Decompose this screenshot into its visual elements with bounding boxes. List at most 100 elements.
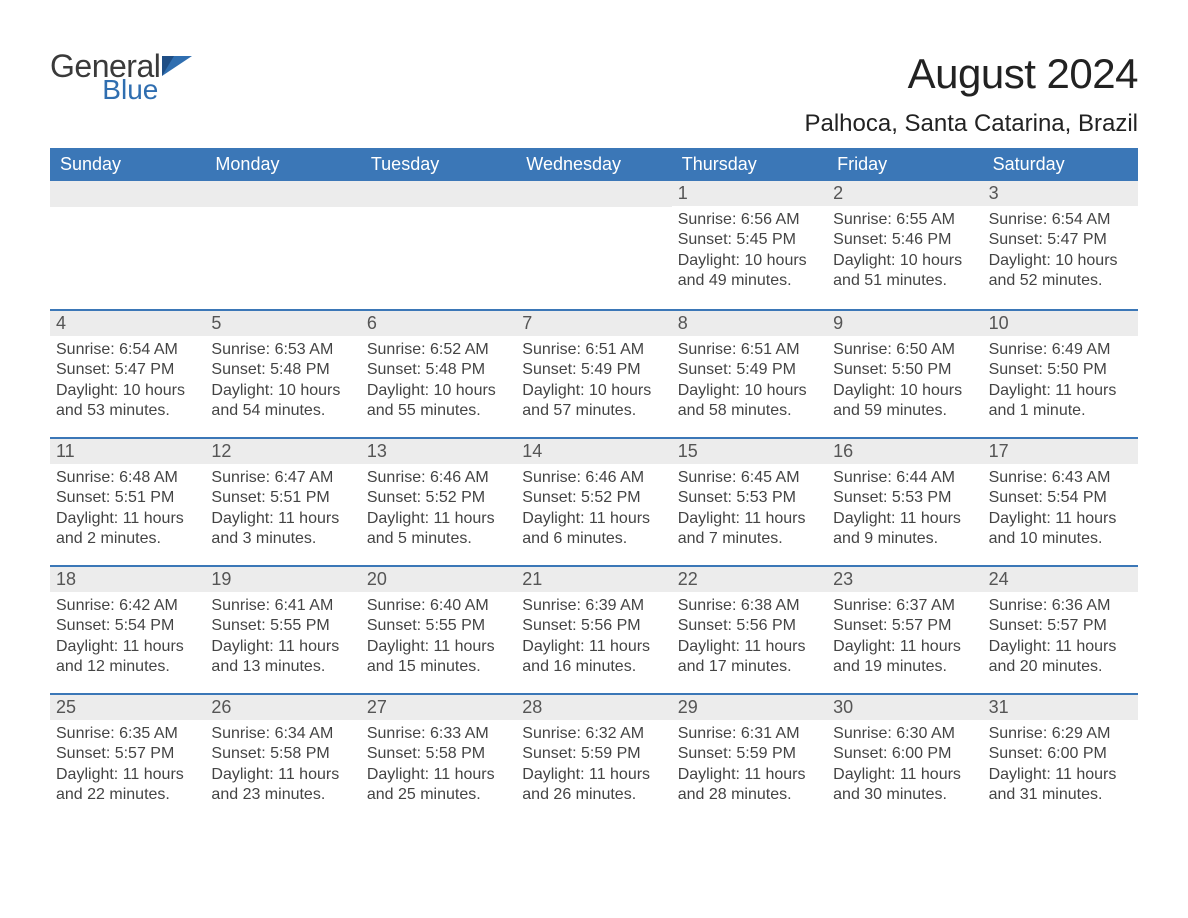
- daylight-text: Daylight: 11 hours and 5 minutes.: [367, 509, 510, 550]
- month-title: August 2024: [804, 50, 1138, 98]
- week-row: 18Sunrise: 6:42 AMSunset: 5:54 PMDayligh…: [50, 565, 1138, 693]
- sunrise-text: Sunrise: 6:49 AM: [989, 340, 1132, 360]
- sunrise-text: Sunrise: 6:52 AM: [367, 340, 510, 360]
- day-body: Sunrise: 6:50 AMSunset: 5:50 PMDaylight:…: [833, 340, 976, 422]
- sunrise-text: Sunrise: 6:39 AM: [522, 596, 665, 616]
- day-cell: 17 Sunrise: 6:43 AMSunset: 5:54 PMDayligh…: [983, 439, 1138, 565]
- daylight-text: Daylight: 11 hours and 10 minutes.: [989, 509, 1132, 550]
- day-number: 5: [205, 311, 360, 336]
- day-number: 31: [983, 695, 1138, 720]
- day-number: 27: [361, 695, 516, 720]
- weeks-container: 1Sunrise: 6:56 AMSunset: 5:45 PMDaylight…: [50, 181, 1138, 821]
- sunrise-text: Sunrise: 6:38 AM: [678, 596, 821, 616]
- daylight-text: Daylight: 11 hours and 3 minutes.: [211, 509, 354, 550]
- sunset-text: Sunset: 5:59 PM: [522, 744, 665, 764]
- day-cell: 13Sunrise: 6:46 AMSunset: 5:52 PMDayligh…: [361, 439, 516, 565]
- day-cell: 11Sunrise: 6:48 AMSunset: 5:51 PMDayligh…: [50, 439, 205, 565]
- daylight-text: Daylight: 10 hours and 52 minutes.: [989, 251, 1132, 292]
- day-cell: 9 Sunrise: 6:50 AMSunset: 5:50 PMDaylight…: [827, 311, 982, 437]
- day-number: 8: [672, 311, 827, 336]
- day-body: Sunrise: 6:52 AMSunset: 5:48 PMDaylight:…: [367, 340, 510, 422]
- sunrise-text: Sunrise: 6:41 AM: [211, 596, 354, 616]
- sunset-text: Sunset: 5:52 PM: [367, 488, 510, 508]
- day-cell: 6Sunrise: 6:52 AMSunset: 5:48 PMDaylight…: [361, 311, 516, 437]
- week-row: 11Sunrise: 6:48 AMSunset: 5:51 PMDayligh…: [50, 437, 1138, 565]
- day-cell: 24 Sunrise: 6:36 AMSunset: 5:57 PMDayligh…: [983, 567, 1138, 693]
- day-number: 15: [672, 439, 827, 464]
- header: General Blue August 2024 Palhoca, Santa …: [50, 50, 1138, 138]
- day-body: Sunrise: 6:33 AMSunset: 5:58 PMDaylight:…: [367, 724, 510, 806]
- daylight-text: Daylight: 11 hours and 25 minutes.: [367, 765, 510, 806]
- daylight-text: Daylight: 11 hours and 26 minutes.: [522, 765, 665, 806]
- day-number: 17: [983, 439, 1138, 464]
- sunrise-text: Sunrise: 6:34 AM: [211, 724, 354, 744]
- day-body: Sunrise: 6:51 AMSunset: 5:49 PMDaylight:…: [522, 340, 665, 422]
- daylight-text: Daylight: 11 hours and 30 minutes.: [833, 765, 976, 806]
- day-number: 30: [827, 695, 982, 720]
- sunset-text: Sunset: 5:56 PM: [678, 616, 821, 636]
- daylight-text: Daylight: 11 hours and 28 minutes.: [678, 765, 821, 806]
- day-cell: 28Sunrise: 6:32 AMSunset: 5:59 PMDayligh…: [516, 695, 671, 821]
- day-cell: 30 Sunrise: 6:30 AMSunset: 6:00 PMDayligh…: [827, 695, 982, 821]
- day-body: Sunrise: 6:44 AMSunset: 5:53 PMDaylight:…: [833, 468, 976, 550]
- day-number: [516, 181, 671, 207]
- day-number: 9: [827, 311, 982, 336]
- day-number: [50, 181, 205, 207]
- daylight-text: Daylight: 11 hours and 16 minutes.: [522, 637, 665, 678]
- daylight-text: Daylight: 11 hours and 22 minutes.: [56, 765, 199, 806]
- weekday-header: Wednesday: [516, 148, 671, 181]
- day-cell: 31 Sunrise: 6:29 AMSunset: 6:00 PMDayligh…: [983, 695, 1138, 821]
- day-body: Sunrise: 6:46 AMSunset: 5:52 PMDaylight:…: [522, 468, 665, 550]
- day-number: 25: [50, 695, 205, 720]
- sunset-text: Sunset: 5:55 PM: [367, 616, 510, 636]
- daylight-text: Daylight: 11 hours and 9 minutes.: [833, 509, 976, 550]
- day-cell: 26Sunrise: 6:34 AMSunset: 5:58 PMDayligh…: [205, 695, 360, 821]
- day-body: Sunrise: 6:39 AMSunset: 5:56 PMDaylight:…: [522, 596, 665, 678]
- sunset-text: Sunset: 6:00 PM: [833, 744, 976, 764]
- day-body: Sunrise: 6:55 AMSunset: 5:46 PMDaylight:…: [833, 210, 976, 292]
- sunset-text: Sunset: 5:56 PM: [522, 616, 665, 636]
- sunset-text: Sunset: 5:59 PM: [678, 744, 821, 764]
- day-body: Sunrise: 6:36 AMSunset: 5:57 PMDaylight:…: [989, 596, 1132, 678]
- sunset-text: Sunset: 5:47 PM: [989, 230, 1132, 250]
- day-number: 14: [516, 439, 671, 464]
- weekday-header: Saturday: [983, 148, 1138, 181]
- day-cell: 29Sunrise: 6:31 AMSunset: 5:59 PMDayligh…: [672, 695, 827, 821]
- day-number: 12: [205, 439, 360, 464]
- day-cell: 23Sunrise: 6:37 AMSunset: 5:57 PMDayligh…: [827, 567, 982, 693]
- sunset-text: Sunset: 5:46 PM: [833, 230, 976, 250]
- weekday-header: Thursday: [672, 148, 827, 181]
- week-row: 4Sunrise: 6:54 AMSunset: 5:47 PMDaylight…: [50, 309, 1138, 437]
- sunrise-text: Sunrise: 6:54 AM: [989, 210, 1132, 230]
- day-body: Sunrise: 6:34 AMSunset: 5:58 PMDaylight:…: [211, 724, 354, 806]
- sunrise-text: Sunrise: 6:29 AM: [989, 724, 1132, 744]
- sunrise-text: Sunrise: 6:51 AM: [678, 340, 821, 360]
- day-cell: 20Sunrise: 6:40 AMSunset: 5:55 PMDayligh…: [361, 567, 516, 693]
- sunset-text: Sunset: 5:48 PM: [367, 360, 510, 380]
- day-cell: 15Sunrise: 6:45 AMSunset: 5:53 PMDayligh…: [672, 439, 827, 565]
- day-number: 20: [361, 567, 516, 592]
- day-cell: 19Sunrise: 6:41 AMSunset: 5:55 PMDayligh…: [205, 567, 360, 693]
- day-number: [205, 181, 360, 207]
- day-body: Sunrise: 6:43 AMSunset: 5:54 PMDaylight:…: [989, 468, 1132, 550]
- day-body: Sunrise: 6:38 AMSunset: 5:56 PMDaylight:…: [678, 596, 821, 678]
- day-body: Sunrise: 6:35 AMSunset: 5:57 PMDaylight:…: [56, 724, 199, 806]
- title-block: August 2024 Palhoca, Santa Catarina, Bra…: [804, 50, 1138, 138]
- sunrise-text: Sunrise: 6:36 AM: [989, 596, 1132, 616]
- day-cell: [205, 181, 360, 309]
- flag-icon: [162, 56, 192, 80]
- day-cell: 18Sunrise: 6:42 AMSunset: 5:54 PMDayligh…: [50, 567, 205, 693]
- day-cell: 10Sunrise: 6:49 AMSunset: 5:50 PMDayligh…: [983, 311, 1138, 437]
- day-number: 24: [983, 567, 1138, 592]
- day-cell: 7Sunrise: 6:51 AMSunset: 5:49 PMDaylight…: [516, 311, 671, 437]
- location-label: Palhoca, Santa Catarina, Brazil: [804, 110, 1138, 138]
- sunset-text: Sunset: 5:47 PM: [56, 360, 199, 380]
- daylight-text: Daylight: 11 hours and 19 minutes.: [833, 637, 976, 678]
- sunrise-text: Sunrise: 6:31 AM: [678, 724, 821, 744]
- sunrise-text: Sunrise: 6:30 AM: [833, 724, 976, 744]
- day-body: Sunrise: 6:41 AMSunset: 5:55 PMDaylight:…: [211, 596, 354, 678]
- day-cell: 5Sunrise: 6:53 AMSunset: 5:48 PMDaylight…: [205, 311, 360, 437]
- day-body: Sunrise: 6:48 AMSunset: 5:51 PMDaylight:…: [56, 468, 199, 550]
- day-body: Sunrise: 6:29 AMSunset: 6:00 PMDaylight:…: [989, 724, 1132, 806]
- sunset-text: Sunset: 5:49 PM: [678, 360, 821, 380]
